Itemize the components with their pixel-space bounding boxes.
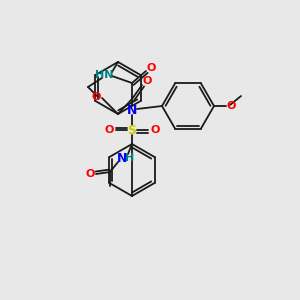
Text: HN: HN <box>95 70 113 80</box>
Text: O: O <box>104 125 114 135</box>
Text: S: S <box>128 124 136 136</box>
Text: O: O <box>91 92 101 102</box>
Text: N: N <box>127 103 137 116</box>
Text: O: O <box>85 169 95 179</box>
Text: N: N <box>117 152 127 164</box>
Text: O: O <box>150 125 160 135</box>
Text: O: O <box>146 63 156 73</box>
Text: H: H <box>125 153 135 163</box>
Text: O: O <box>226 101 236 111</box>
Text: O: O <box>142 76 152 86</box>
